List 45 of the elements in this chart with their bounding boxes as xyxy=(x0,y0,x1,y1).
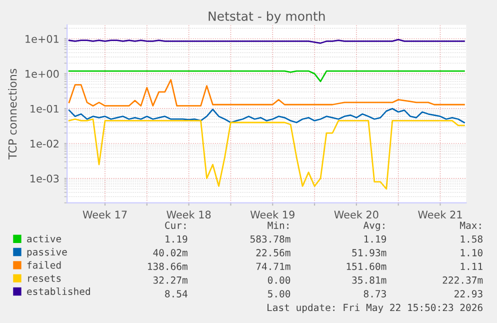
line-series xyxy=(68,108,465,124)
text: 51.93m xyxy=(352,249,386,256)
text: 22.93 xyxy=(454,290,482,298)
y-tick-label: 1e-02 xyxy=(30,140,58,148)
x-tick-label: Week 20 xyxy=(334,210,378,219)
text: 0.00 xyxy=(268,276,290,284)
text: 138.66m xyxy=(148,262,188,270)
y-tick-label: 1e+01 xyxy=(26,34,58,43)
text: 35.81m xyxy=(352,276,386,284)
text: 1.19 xyxy=(166,235,188,243)
text: 40.02m xyxy=(153,249,188,256)
text: 8.54 xyxy=(165,290,188,298)
text: 8.73 xyxy=(364,290,386,298)
y-tick-label: 1e-03 xyxy=(30,174,59,183)
text: 74.71m xyxy=(256,262,290,270)
text: 32.27m xyxy=(153,276,188,284)
x-tick-label: Week 21 xyxy=(418,210,462,219)
text: 5.00 xyxy=(268,290,290,298)
text: Cur: xyxy=(165,222,186,229)
x-tick-label: Week 18 xyxy=(166,210,211,219)
text: Last update: Fri May 22 15:50:23 2026 xyxy=(268,304,482,314)
x-tick-label: Week 19 xyxy=(250,210,294,219)
x-tick-label: Week 17 xyxy=(82,210,127,219)
text: 583.78m xyxy=(250,235,290,243)
text: 1.19 xyxy=(364,235,386,243)
legend-label: failed xyxy=(27,261,61,269)
y-axis-title: TCP connections xyxy=(8,68,17,160)
legend-label: passive xyxy=(27,248,67,258)
text: 1.11 xyxy=(460,262,482,270)
line-series xyxy=(68,70,465,82)
y-tick-label: 1e+00 xyxy=(26,70,59,78)
text: 1.58 xyxy=(460,235,482,243)
text: Avg: xyxy=(363,222,384,231)
legend-label: active xyxy=(27,234,62,242)
text: 22.56m xyxy=(256,249,290,256)
chart-title: Netstat - by month xyxy=(208,11,325,24)
legend-label: resets xyxy=(28,274,61,282)
text: 151.60m xyxy=(346,262,386,270)
y-tick-label: 1e-01 xyxy=(30,104,58,113)
text: 1.10 xyxy=(460,249,482,256)
text: Min: xyxy=(268,221,288,229)
line-series xyxy=(68,79,465,107)
text: Max: xyxy=(460,222,481,229)
legend-label: established xyxy=(27,287,90,296)
text: 222.37m xyxy=(442,276,483,284)
